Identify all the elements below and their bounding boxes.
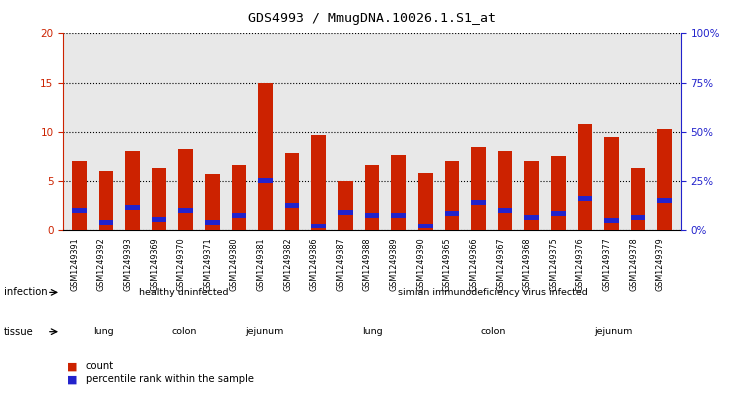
- Bar: [631, 168, 646, 230]
- Bar: [418, 224, 432, 228]
- Bar: [498, 208, 513, 213]
- Bar: [577, 124, 592, 230]
- Bar: [125, 151, 140, 230]
- Bar: [125, 205, 140, 210]
- Bar: [525, 215, 539, 220]
- Text: percentile rank within the sample: percentile rank within the sample: [86, 374, 254, 384]
- Bar: [338, 181, 353, 230]
- Bar: [312, 224, 326, 228]
- Text: count: count: [86, 361, 114, 371]
- Bar: [551, 211, 565, 216]
- Text: colon: colon: [480, 327, 505, 336]
- Bar: [631, 215, 646, 220]
- Bar: [152, 168, 167, 230]
- Text: ■: ■: [67, 374, 77, 384]
- Bar: [604, 136, 619, 230]
- Bar: [285, 203, 300, 208]
- Bar: [577, 196, 592, 201]
- Bar: [205, 220, 219, 224]
- Bar: [258, 83, 273, 230]
- Bar: [471, 147, 486, 230]
- Bar: [231, 165, 246, 230]
- Bar: [205, 174, 219, 230]
- Bar: [98, 171, 113, 230]
- Bar: [258, 178, 273, 183]
- Bar: [72, 161, 86, 230]
- Bar: [365, 213, 379, 218]
- Bar: [231, 213, 246, 218]
- Bar: [444, 211, 459, 216]
- Bar: [498, 151, 513, 230]
- Text: infection: infection: [4, 287, 48, 298]
- Bar: [179, 208, 193, 213]
- Bar: [604, 218, 619, 222]
- Bar: [312, 134, 326, 230]
- Bar: [72, 208, 86, 213]
- Text: simian immunodeficiency virus infected: simian immunodeficiency virus infected: [398, 288, 588, 297]
- Bar: [179, 149, 193, 230]
- Bar: [658, 129, 672, 230]
- Text: jejunum: jejunum: [246, 327, 283, 336]
- Bar: [551, 156, 565, 230]
- Text: tissue: tissue: [4, 327, 33, 337]
- Bar: [338, 210, 353, 215]
- Text: lung: lung: [362, 327, 382, 336]
- Bar: [418, 173, 432, 230]
- Text: jejunum: jejunum: [594, 327, 633, 336]
- Bar: [365, 165, 379, 230]
- Text: colon: colon: [171, 327, 196, 336]
- Text: healthy uninfected: healthy uninfected: [139, 288, 229, 297]
- Bar: [391, 155, 406, 230]
- Bar: [391, 213, 406, 218]
- Text: ■: ■: [67, 361, 77, 371]
- Text: GDS4993 / MmugDNA.10026.1.S1_at: GDS4993 / MmugDNA.10026.1.S1_at: [248, 12, 496, 25]
- Bar: [285, 153, 300, 230]
- Bar: [152, 217, 167, 222]
- Bar: [444, 161, 459, 230]
- Bar: [658, 198, 672, 203]
- Bar: [525, 161, 539, 230]
- Bar: [471, 200, 486, 205]
- Bar: [98, 220, 113, 224]
- Text: lung: lung: [93, 327, 114, 336]
